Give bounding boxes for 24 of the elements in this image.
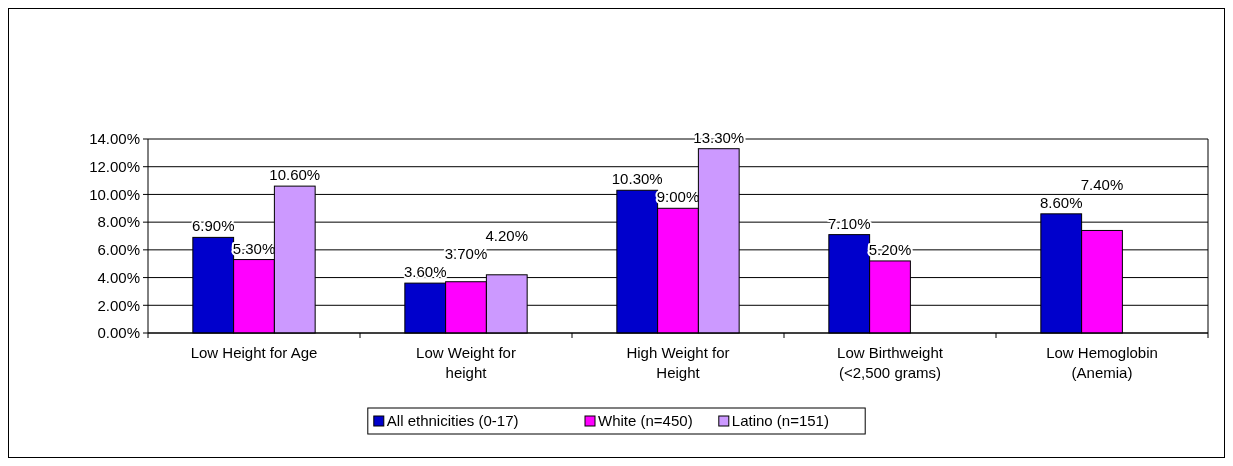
x-tick-label: High Weight for Height — [626, 344, 730, 381]
y-tick-label: 0.00% — [97, 324, 140, 342]
y-tick-label: 8.00% — [97, 213, 140, 231]
y-tick-label: 10.00% — [89, 185, 140, 203]
y-tick-label: 4.00% — [97, 268, 140, 286]
data-label: 10.60% — [269, 166, 321, 184]
x-tick-label: Low Height for Age — [190, 344, 318, 361]
data-label: 3.70% — [444, 245, 488, 263]
data-label: 13.30% — [693, 128, 745, 146]
data-label: 8.60% — [1039, 193, 1083, 211]
data-label: 10.30% — [611, 170, 663, 188]
y-tick-label: 14.00% — [89, 130, 140, 148]
legend-label: White (n=450) — [598, 412, 693, 430]
y-tick-label: 2.00% — [97, 296, 140, 314]
legend-label: All ethnicities (0-17) — [386, 412, 519, 430]
y-tick-label: 12.00% — [89, 157, 140, 175]
x-tick-label: Low Hemoglobin (Anemia) — [1046, 344, 1158, 381]
data-label: 7.40% — [1080, 175, 1124, 193]
x-tick-label: Low Birthweight (<2,500 grams) — [837, 344, 944, 381]
data-label: 3.60% — [403, 263, 447, 281]
data-label: 4.20% — [485, 227, 529, 245]
legend-label: Latino (n=151) — [731, 412, 829, 430]
x-tick-label: Low Weight for height — [416, 344, 516, 381]
y-tick-label: 6.00% — [97, 241, 140, 259]
